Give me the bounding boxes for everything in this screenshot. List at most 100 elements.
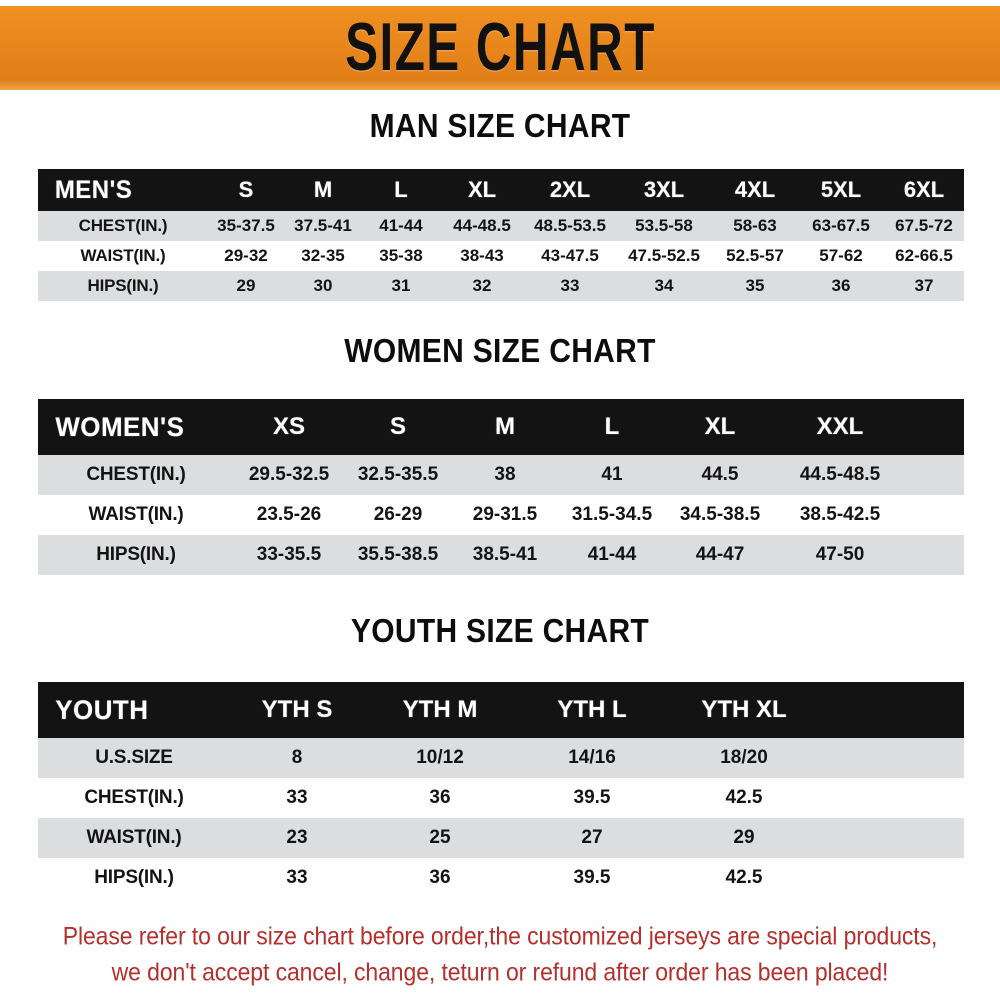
youth-row-label-waist-in: WAIST(IN.): [86, 827, 182, 848]
table-cell: 33-35.5: [256, 544, 322, 565]
table-cell: 26-29: [373, 504, 423, 525]
table-header-row: YOUTH YTH S YTH M YTH L YTH XL: [38, 682, 964, 738]
table-cell: 14/16: [568, 747, 616, 768]
women-column-header-l: L: [558, 399, 666, 455]
table-cell: 36: [831, 276, 851, 295]
women-table-corner-label: WOMEN'S: [41, 399, 231, 455]
man-column-header-5xl: 5XL: [798, 169, 884, 211]
table-cell: 52.5-57: [726, 246, 784, 265]
section-title-women: WOMEN SIZE CHART: [344, 333, 656, 370]
table-header-row: MEN'S S M L XL 2XL 3XL 4XL 5XL 6XL: [38, 169, 964, 211]
youth-column-header-yth-m: YTH M: [364, 682, 516, 738]
table-cell: 36: [429, 787, 451, 808]
table-cell: 31: [391, 276, 411, 295]
table-cell: 58-63: [733, 216, 777, 235]
youth-table-header: YOUTH YTH S YTH M YTH L YTH XL: [38, 682, 964, 738]
table-cell: 38.5-42.5: [799, 504, 881, 525]
table-cell: 44.5: [701, 464, 739, 485]
women-size-table: WOMEN'S XS S M L XL XXL CHEST(IN.) 29.5-32.5 32.…: [38, 399, 964, 575]
youth-table-corner-label: YOUTH: [41, 682, 227, 738]
table-cell: 29-31.5: [472, 504, 538, 525]
table-cell: 35-38: [379, 246, 423, 265]
table-cell: 67.5-72: [895, 216, 953, 235]
table-cell: 38-43: [460, 246, 504, 265]
table-cell: 33: [286, 867, 308, 888]
table-cell: 47-50: [815, 544, 865, 565]
table-cell: 53.5-58: [635, 216, 693, 235]
man-column-header-s: S: [208, 169, 284, 211]
youth-row-label-u-s-size: U.S.SIZE: [95, 747, 173, 768]
man-table-corner-label: MEN'S: [41, 169, 205, 211]
women-column-header-xxl: XXL: [774, 399, 906, 455]
table-cell: 42.5: [725, 867, 763, 888]
table-row: U.S.SIZE 8 10/12 14/16 18/20: [38, 738, 964, 778]
women-row-label-chest-in: CHEST(IN.): [86, 464, 186, 485]
man-table-body: CHEST(IN.) 35-37.5 37.5-41 41-44 44-48.5 48.5…: [38, 211, 964, 301]
table-header-row: WOMEN'S XS S M L XL XXL: [38, 399, 964, 455]
man-column-header-3xl: 3XL: [616, 169, 712, 211]
man-column-header-6xl: 6XL: [884, 169, 964, 211]
table-cell: 57-62: [819, 246, 863, 265]
table-cell: 41-44: [587, 544, 637, 565]
table-cell: 34.5-38.5: [679, 504, 761, 525]
table-cell: 27: [581, 827, 603, 848]
table-cell: 48.5-53.5: [534, 216, 606, 235]
man-table-header: MEN'S S M L XL 2XL 3XL 4XL 5XL 6XL: [38, 169, 964, 211]
youth-row-label-chest-in: CHEST(IN.): [84, 787, 184, 808]
table-cell: 32-35: [301, 246, 345, 265]
table-row: WAIST(IN.) 23.5-26 26-29 29-31.5 31.5-34.5 34…: [38, 495, 964, 535]
table-cell: 33: [560, 276, 580, 295]
table-cell: 44-48.5: [453, 216, 511, 235]
table-row: HIPS(IN.) 33-35.5 35.5-38.5 38.5-41 41-44 44-…: [38, 535, 964, 575]
table-cell: 41: [601, 464, 623, 485]
man-column-header-xl: XL: [440, 169, 524, 211]
youth-column-header-yth-xl: YTH XL: [668, 682, 820, 738]
table-cell: 38.5-41: [472, 544, 538, 565]
table-cell: 29: [236, 276, 256, 295]
table-cell: 10/12: [416, 747, 464, 768]
man-column-header-l: L: [362, 169, 440, 211]
table-cell: 37: [914, 276, 934, 295]
table-cell: 8: [291, 747, 303, 768]
table-cell: 29-32: [224, 246, 268, 265]
table-cell: 33: [286, 787, 308, 808]
table-cell: 39.5: [573, 787, 611, 808]
table-row: HIPS(IN.) 29 30 31 32 33 34 35 36 37: [38, 271, 964, 301]
table-row: WAIST(IN.) 23 25 27 29: [38, 818, 964, 858]
table-cell: 44.5-48.5: [799, 464, 881, 485]
man-column-header-m: M: [284, 169, 362, 211]
table-cell: 35.5-38.5: [357, 544, 439, 565]
table-cell-spacer: [820, 818, 964, 858]
youth-column-header-spacer: [820, 682, 964, 738]
women-column-header-s: S: [344, 399, 452, 455]
table-cell-spacer: [820, 738, 964, 778]
women-column-header-m: M: [452, 399, 558, 455]
table-cell-spacer: [906, 495, 964, 535]
table-cell: 41-44: [379, 216, 423, 235]
table-cell: 35-37.5: [217, 216, 275, 235]
youth-column-header-yth-l: YTH L: [516, 682, 668, 738]
man-size-table: MEN'S S M L XL 2XL 3XL 4XL 5XL 6XL CHEST(IN.) 35-3…: [38, 169, 964, 301]
table-row: CHEST(IN.) 29.5-32.5 32.5-35.5 38 41 44.5 44.5…: [38, 455, 964, 495]
man-row-label-waist-in: WAIST(IN.): [80, 246, 166, 265]
table-cell-spacer: [906, 455, 964, 495]
table-cell: 44-47: [695, 544, 745, 565]
man-row-label-hips-in: HIPS(IN.): [87, 276, 159, 295]
man-row-label-chest-in: CHEST(IN.): [78, 216, 168, 235]
table-cell: 32.5-35.5: [357, 464, 439, 485]
table-cell: 43-47.5: [541, 246, 599, 265]
table-cell: 35: [745, 276, 765, 295]
youth-size-table: YOUTH YTH S YTH M YTH L YTH XL U.S.SIZE 8 10/1…: [38, 682, 964, 898]
table-cell: 63-67.5: [812, 216, 870, 235]
women-table-header: WOMEN'S XS S M L XL XXL: [38, 399, 964, 455]
order-note-line-1: Please refer to our size chart before or…: [62, 922, 938, 951]
youth-column-header-yth-s: YTH S: [230, 682, 364, 738]
table-cell: 32: [472, 276, 492, 295]
table-cell: 47.5-52.5: [628, 246, 700, 265]
youth-table-body: U.S.SIZE 8 10/12 14/16 18/20 CHEST(IN.) 33 36 39…: [38, 738, 964, 898]
table-cell: 23: [286, 827, 308, 848]
table-cell: 31.5-34.5: [571, 504, 653, 525]
table-cell: 39.5: [573, 867, 611, 888]
women-column-header-xs: XS: [234, 399, 344, 455]
